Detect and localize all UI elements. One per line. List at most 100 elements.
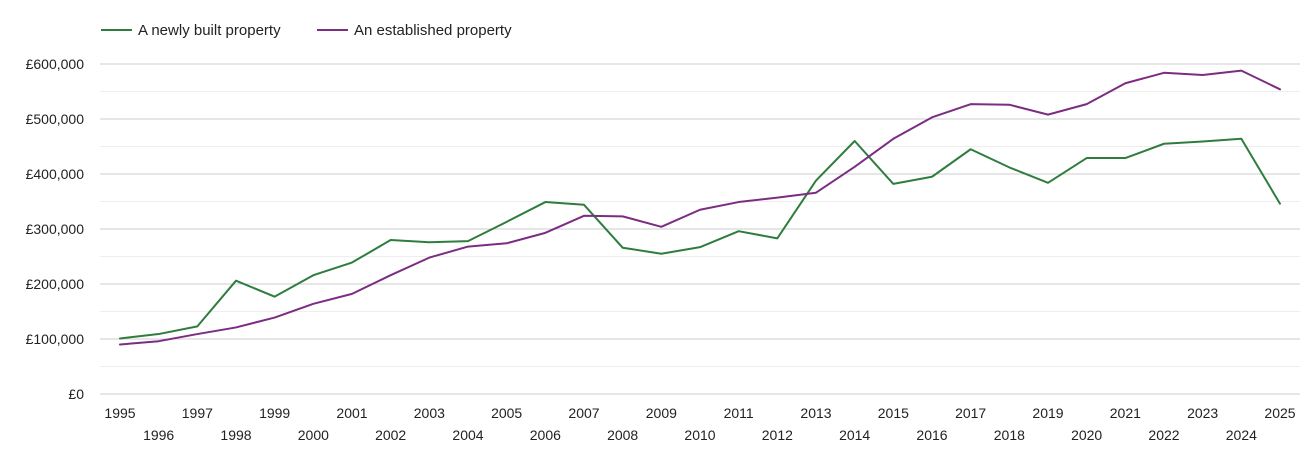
data-point[interactable] xyxy=(272,294,278,300)
series-line-2[interactable] xyxy=(119,69,1281,346)
x-tick-label: 2010 xyxy=(684,427,715,443)
x-tick-label: 1999 xyxy=(259,405,290,421)
data-point[interactable] xyxy=(465,238,471,244)
data-point[interactable] xyxy=(1161,141,1167,147)
data-point[interactable] xyxy=(968,101,974,107)
data-point[interactable] xyxy=(117,335,123,341)
x-tick-label: 2023 xyxy=(1187,405,1218,421)
data-point[interactable] xyxy=(852,138,858,144)
data-point[interactable] xyxy=(1277,86,1283,92)
data-point[interactable] xyxy=(1045,112,1051,118)
data-point[interactable] xyxy=(310,301,316,307)
data-point[interactable] xyxy=(1238,136,1244,142)
data-point[interactable] xyxy=(1006,164,1012,170)
data-point[interactable] xyxy=(890,181,896,187)
data-point[interactable] xyxy=(620,213,626,219)
data-point[interactable] xyxy=(156,331,162,337)
data-point[interactable] xyxy=(1200,72,1206,78)
data-point[interactable] xyxy=(349,291,355,297)
data-point[interactable] xyxy=(1006,102,1012,108)
data-point[interactable] xyxy=(156,338,162,344)
y-tick-label: £100,000 xyxy=(26,331,85,347)
x-tick-label: 2000 xyxy=(298,427,329,443)
data-point[interactable] xyxy=(968,146,974,152)
data-point[interactable] xyxy=(310,272,316,278)
x-tick-label: 2007 xyxy=(568,405,599,421)
data-point[interactable] xyxy=(1277,201,1283,207)
data-point[interactable] xyxy=(504,240,510,246)
x-axis-tick-labels: 1995 1996 1997 1998 1999 2000 2001 2002 2003 2004… xyxy=(104,405,1295,443)
legend-label: A newly built property xyxy=(138,22,281,39)
data-point[interactable] xyxy=(813,178,819,184)
x-tick-label: 2001 xyxy=(336,405,367,421)
y-tick-label: £200,000 xyxy=(26,276,85,292)
y-tick-label: £400,000 xyxy=(26,166,85,182)
data-point[interactable] xyxy=(658,224,664,230)
data-point[interactable] xyxy=(697,244,703,250)
data-point[interactable] xyxy=(697,207,703,213)
data-point[interactable] xyxy=(890,136,896,142)
data-point[interactable] xyxy=(388,237,394,243)
data-point[interactable] xyxy=(1084,155,1090,161)
x-tick-label: 2012 xyxy=(762,427,793,443)
data-point[interactable] xyxy=(929,174,935,180)
x-tick-label: 2003 xyxy=(414,405,445,421)
data-point[interactable] xyxy=(465,244,471,250)
x-tick-label: 2015 xyxy=(878,405,909,421)
x-tick-label: 2019 xyxy=(1032,405,1063,421)
series-line-1[interactable] xyxy=(119,137,1281,340)
data-point[interactable] xyxy=(233,278,239,284)
legend-item-2[interactable]: An established property xyxy=(317,22,512,39)
data-point[interactable] xyxy=(852,164,858,170)
data-point[interactable] xyxy=(581,202,587,208)
data-point[interactable] xyxy=(658,251,664,257)
data-point[interactable] xyxy=(504,219,510,225)
data-point[interactable] xyxy=(542,230,548,236)
data-point[interactable] xyxy=(1238,68,1244,74)
data-point[interactable] xyxy=(1122,80,1128,86)
x-tick-label: 2024 xyxy=(1226,427,1257,443)
data-point[interactable] xyxy=(581,213,587,219)
data-point[interactable] xyxy=(1084,101,1090,107)
x-tick-label: 2002 xyxy=(375,427,406,443)
legend-item-1[interactable]: A newly built property xyxy=(101,22,281,39)
data-point[interactable] xyxy=(388,272,394,278)
y-tick-label: £0 xyxy=(68,386,84,402)
data-point[interactable] xyxy=(929,114,935,120)
data-point[interactable] xyxy=(194,331,200,337)
data-point[interactable] xyxy=(426,239,432,245)
data-point[interactable] xyxy=(774,195,780,201)
data-point[interactable] xyxy=(620,245,626,251)
legend-label: An established property xyxy=(354,22,512,39)
data-point[interactable] xyxy=(542,199,548,205)
data-point[interactable] xyxy=(117,342,123,348)
x-tick-label: 2017 xyxy=(955,405,986,421)
series-layer xyxy=(117,68,1283,348)
x-tick-label: 2011 xyxy=(724,405,754,421)
data-point[interactable] xyxy=(426,255,432,261)
y-tick-label: £300,000 xyxy=(26,221,85,237)
data-point[interactable] xyxy=(813,190,819,196)
x-tick-label: 2006 xyxy=(530,427,561,443)
data-point[interactable] xyxy=(233,324,239,330)
data-point[interactable] xyxy=(1045,180,1051,186)
x-tick-label: 2014 xyxy=(839,427,870,443)
x-tick-label: 2013 xyxy=(800,405,831,421)
y-tick-label: £500,000 xyxy=(26,111,85,127)
data-point[interactable] xyxy=(1200,139,1206,145)
data-point[interactable] xyxy=(272,315,278,321)
y-tick-label: £600,000 xyxy=(26,56,85,72)
data-point[interactable] xyxy=(349,260,355,266)
data-point[interactable] xyxy=(774,235,780,241)
x-tick-label: 2005 xyxy=(491,405,522,421)
x-tick-label: 2021 xyxy=(1110,405,1141,421)
data-point[interactable] xyxy=(194,323,200,329)
legend[interactable]: A newly built property An established pro… xyxy=(101,22,512,39)
data-point[interactable] xyxy=(736,228,742,234)
data-point[interactable] xyxy=(1122,155,1128,161)
x-tick-label: 2016 xyxy=(916,427,947,443)
x-tick-label: 2009 xyxy=(646,405,677,421)
data-point[interactable] xyxy=(1161,70,1167,76)
data-point[interactable] xyxy=(736,199,742,205)
